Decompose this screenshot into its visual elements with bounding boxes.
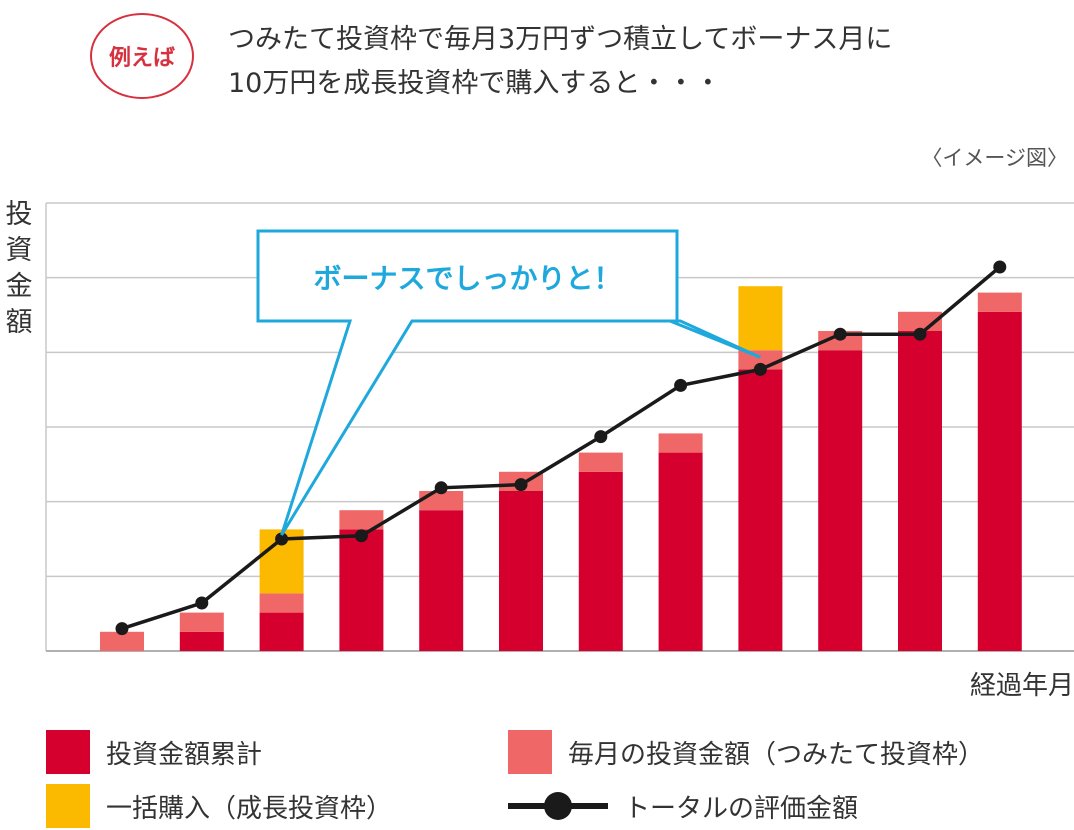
bar-monthly: [339, 510, 384, 530]
headline: つみたて投資枠で毎月3万円ずつ積立してボーナス月に 10万円を成長投資枠で購入す…: [228, 18, 892, 106]
total-value-point: [913, 327, 927, 341]
bar-cumulative: [818, 350, 863, 651]
total-value-point: [753, 362, 767, 376]
total-value-polyline: [121, 265, 1001, 631]
total-value-point: [833, 327, 847, 341]
total-value-point: [115, 622, 129, 636]
legend-item-lump: 一括購入（成長投資枠）: [46, 784, 392, 828]
headline-line-1: つみたて投資枠で毎月3万円ずつ積立してボーナス月に: [228, 24, 893, 55]
total-value-point: [354, 529, 368, 543]
headline-line-2: 10万円を成長投資枠で購入すると・・・: [228, 68, 722, 99]
bar-cumulative: [499, 491, 543, 651]
bar-cumulative: [738, 369, 783, 651]
bar-cumulative: [578, 471, 623, 651]
callout-text: ボーナスでしっかりと！: [313, 262, 621, 295]
callout-shape: [256, 229, 762, 536]
bar-cumulative: [419, 510, 464, 651]
bar-monthly: [658, 433, 703, 453]
legend-line-key: [508, 784, 608, 828]
bar-cumulative: [339, 529, 384, 651]
legend-swatch-cumulative: [46, 730, 90, 774]
chart-area: ボーナスでしっかりと！: [45, 202, 1074, 652]
callout-bubble: ボーナスでしっかりと！: [256, 229, 762, 536]
total-value-point: [674, 378, 688, 392]
bar-monthly: [578, 452, 623, 472]
bar-monthly: [100, 631, 144, 651]
total-value-point: [195, 596, 209, 610]
bar-monthly: [179, 612, 224, 632]
x-axis-label: 経過年月: [969, 671, 1074, 701]
image-note: 〈イメージ図〉: [921, 146, 1068, 170]
legend-label-lump: 一括購入（成長投資枠）: [106, 793, 393, 824]
legend-label-cumulative: 投資金額累計: [106, 739, 263, 770]
bar-lump: [738, 286, 783, 351]
total-value-point: [514, 478, 528, 492]
example-badge: 例えば: [90, 13, 194, 99]
bar-cumulative: [977, 311, 1022, 651]
legend-swatch-lump: [46, 784, 90, 828]
bar-cumulative: [259, 612, 304, 651]
total-value-point: [594, 430, 608, 444]
legend-label-line: トータルの評価金額: [624, 793, 859, 824]
total-value-line: [115, 260, 1007, 636]
legend-item-monthly: 毎月の投資金額（つみたて投資枠）: [508, 730, 984, 774]
total-value-point: [275, 532, 289, 546]
legend-item-line: トータルの評価金額: [508, 784, 858, 828]
total-value-point: [434, 481, 448, 495]
bar-cumulative: [658, 452, 703, 651]
y-axis-label: 投資金額: [5, 199, 33, 338]
total-value-point: [993, 260, 1007, 274]
legend-label-monthly: 毎月の投資金額（つみたて投資枠）: [568, 739, 985, 770]
bar-monthly: [977, 292, 1022, 312]
bar-cumulative: [179, 631, 224, 651]
legend-swatch-monthly: [508, 730, 552, 774]
bar-monthly: [259, 593, 304, 613]
chart-bars: [100, 286, 1022, 651]
legend-item-cumulative: 投資金額累計: [46, 730, 262, 774]
bar-cumulative: [898, 331, 942, 651]
